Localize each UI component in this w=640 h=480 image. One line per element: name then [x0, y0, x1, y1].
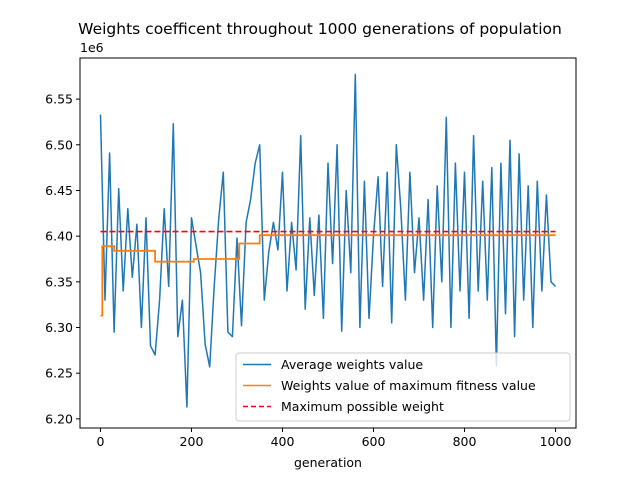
y-tick-label: 6.45 — [45, 183, 73, 198]
y-tick-label: 6.20 — [45, 411, 73, 426]
chart-title: Weights coefficent throughout 1000 gener… — [78, 20, 562, 38]
legend-label-average: Average weights value — [281, 357, 423, 372]
y-tick-label: 6.30 — [45, 320, 73, 335]
y-tick-label: 6.35 — [45, 274, 73, 289]
plot-frame — [79, 57, 577, 429]
x-tick-label: 400 — [271, 434, 295, 449]
x-axis-label: generation — [294, 455, 362, 470]
legend: Average weights value Weights value of m… — [235, 352, 571, 422]
x-tick-label: 200 — [180, 434, 204, 449]
legend-label-max-fitness: Weights value of maximum fitness value — [281, 378, 536, 393]
y-tick-label: 6.40 — [45, 229, 73, 244]
legend-label-max-possible: Maximum possible weight — [281, 399, 444, 414]
y-offset-label: 1e6 — [80, 40, 104, 55]
x-axis: 0 200 400 600 800 1000 — [97, 428, 572, 449]
y-axis: 6.20 6.25 6.30 6.35 6.40 6.45 6.50 6.55 — [45, 92, 80, 426]
x-tick-label: 1000 — [540, 434, 572, 449]
x-tick-label: 600 — [362, 434, 386, 449]
y-tick-label: 6.50 — [45, 137, 73, 152]
x-tick-label: 0 — [97, 434, 105, 449]
x-tick-label: 800 — [453, 434, 477, 449]
series-average-weights-line — [99, 73, 557, 408]
series-layer — [99, 73, 557, 408]
series-max-fitness-line — [100, 234, 556, 317]
y-tick-label: 6.55 — [45, 92, 73, 107]
legend-box — [235, 352, 571, 422]
y-tick-label: 6.25 — [45, 366, 73, 381]
